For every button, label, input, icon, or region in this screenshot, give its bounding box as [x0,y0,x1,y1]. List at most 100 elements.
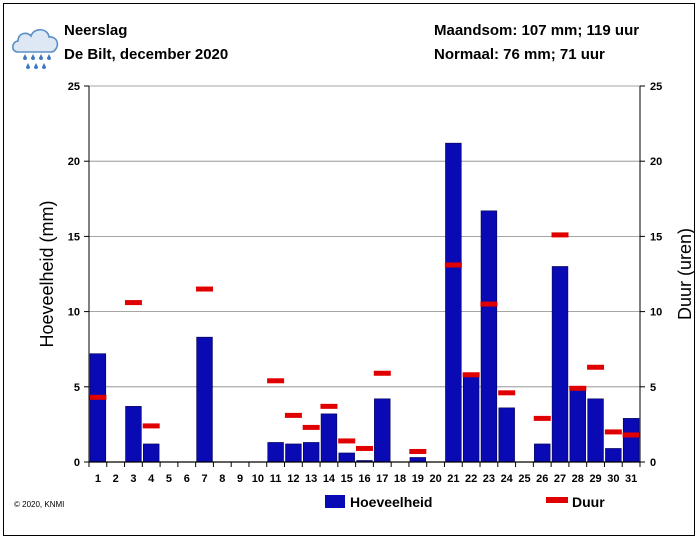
bar-hoeveelheid-day-22 [462,375,480,463]
rain-cloud-icon [11,28,59,69]
x-tick-label: 5 [166,473,172,485]
x-tick-label: 31 [625,473,637,485]
bar-hoeveelheid-day-23 [480,210,498,463]
bar-hoeveelheid-day-17 [374,398,391,463]
x-tick-label: 8 [219,473,225,485]
x-tick-label: 3 [130,473,136,485]
y-axis-label: Hoeveelheid (mm) [37,200,57,347]
x-tick-label: 17 [376,473,388,485]
bar-hoeveelheid-day-15 [338,452,355,463]
month-total-text: Maandsom: 107 mm; 119 uur [434,22,640,39]
chart-title: Neerslag [64,22,128,39]
x-tick-label: 27 [554,473,566,485]
y2-tick-label: 0 [650,457,656,469]
duur-marker-day-30 [604,429,622,435]
x-tick-label: 20 [429,473,441,485]
normal-text: Normaal: 76 mm; 71 uur [434,46,605,63]
bar-hoeveelheid-day-30 [605,448,622,463]
duur-marker-day-27 [551,232,569,238]
y2-tick-label: 15 [650,231,662,243]
duur-marker-day-11 [267,378,285,384]
x-tick-label: 15 [341,473,353,485]
x-tick-label: 9 [237,473,243,485]
legend-swatch-hoeveelheid [325,495,345,508]
duur-marker-day-19 [409,448,427,454]
legend-swatch-duur [546,497,568,503]
y2-axis-label: Duur (uren) [675,228,695,320]
duur-marker-day-28 [569,385,587,391]
duur-marker-day-14 [320,403,338,409]
bar-hoeveelheid-day-26 [534,443,551,463]
duur-marker-day-13 [302,424,320,430]
x-tick-label: 26 [536,473,548,485]
x-tick-label: 2 [113,473,119,485]
x-tick-label: 14 [323,473,336,485]
bar-hoeveelheid-day-24 [498,407,515,463]
bar-hoeveelheid-day-28 [569,388,586,463]
bar-hoeveelheid-day-3 [125,406,142,463]
x-tick-label: 4 [148,473,155,485]
x-tick-label: 21 [447,473,459,485]
x-tick-label: 6 [184,473,190,485]
y-tick-label: 0 [74,457,80,469]
duur-marker-day-23 [480,301,498,307]
bar-hoeveelheid-day-12 [285,443,302,463]
duur-marker-day-29 [587,364,605,370]
bar-hoeveelheid-day-7 [196,336,213,463]
y-tick-label: 10 [68,307,80,319]
x-tick-label: 16 [358,473,370,485]
x-tick-label: 25 [518,473,530,485]
duur-marker-day-26 [533,415,551,421]
duur-marker-day-12 [284,412,302,418]
x-tick-label: 23 [483,473,495,485]
duur-marker-day-22 [462,372,480,378]
duur-marker-day-16 [356,445,373,451]
x-tick-label: 28 [572,473,584,485]
bar-hoeveelheid-day-4 [143,443,160,463]
duur-marker-day-24 [498,390,516,396]
x-tick-label: 12 [287,473,299,485]
x-tick-label: 30 [607,473,619,485]
duur-marker-day-21 [444,262,462,268]
duur-marker-day-17 [373,370,391,376]
duur-marker-day-1 [89,394,107,400]
x-tick-label: 19 [412,473,424,485]
duur-marker-day-15 [338,438,356,444]
x-tick-label: 24 [501,473,514,485]
x-tick-label: 1 [95,473,101,485]
y-tick-label: 25 [68,81,80,93]
x-tick-label: 13 [305,473,317,485]
bar-hoeveelheid-day-14 [320,413,338,463]
bar-hoeveelheid-day-21 [445,142,462,463]
x-tick-label: 11 [270,473,282,485]
legend-label-hoeveelheid: Hoeveelheid [350,494,432,510]
y2-tick-label: 25 [650,81,662,93]
y2-tick-label: 10 [650,307,662,319]
legend: Hoeveelheid Duur [325,494,605,510]
x-tick-label: 18 [394,473,406,485]
x-tick-label: 10 [252,473,264,485]
bar-hoeveelheid-day-31 [622,418,640,463]
copyright-text: © 2020, KNMI [14,500,65,509]
legend-label-duur: Duur [572,494,605,510]
bar-layer [89,142,640,463]
x-tick-label: 22 [465,473,477,485]
duur-marker-day-4 [142,423,160,429]
duur-marker-day-31 [622,432,640,438]
bar-hoeveelheid-day-11 [267,442,284,463]
grid-layer [89,85,640,388]
y2-tick-label: 20 [650,156,662,168]
duur-marker-day-3 [124,300,142,306]
bar-hoeveelheid-day-27 [551,266,569,463]
y-tick-label: 5 [74,382,80,394]
bar-hoeveelheid-day-1 [89,353,107,463]
chart-subtitle: De Bilt, december 2020 [64,46,229,63]
y2-tick-label: 5 [650,382,656,394]
figure-frame [3,3,695,536]
duur-marker-day-7 [196,286,214,292]
y-tick-label: 15 [68,231,80,243]
bar-hoeveelheid-day-13 [302,442,320,463]
x-tick-label: 7 [201,473,207,485]
